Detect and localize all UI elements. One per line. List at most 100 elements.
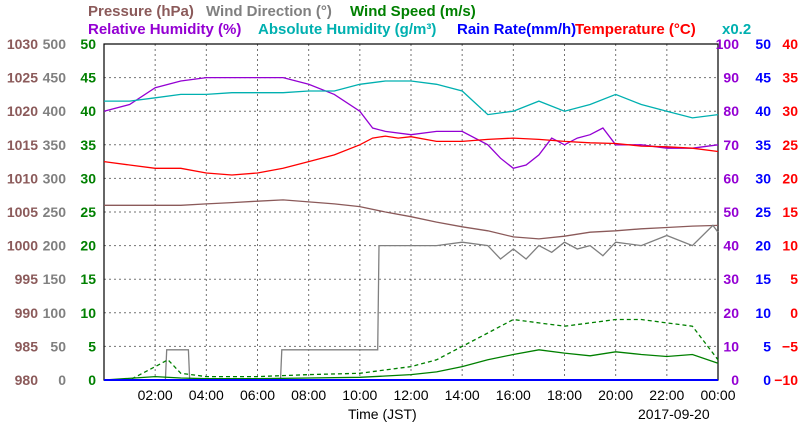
series-absolute-humidity-g-m	[104, 80, 719, 119]
y-tick-label: −5	[782, 338, 798, 354]
y-tick-label: 200	[43, 238, 67, 254]
y-tick-label: 30	[782, 103, 798, 119]
y-tick-label: 50	[80, 36, 96, 52]
series-wind-direction	[104, 224, 719, 381]
y-tick-label: 25	[782, 137, 798, 153]
y-tick-label: 450	[43, 70, 67, 86]
x-tick-label: 00:00	[700, 387, 735, 403]
y-tick-label: 1000	[7, 238, 38, 254]
y-tick-label: 30	[755, 170, 771, 186]
y-tick-label: 985	[15, 338, 39, 354]
y-tick-label: 30	[80, 170, 96, 186]
y-tick-label: 990	[15, 305, 39, 321]
y-tick-label: 100	[716, 36, 740, 52]
series-lines	[103, 76, 719, 381]
x-tick-label: 02:00	[138, 387, 173, 403]
y-tick-label: 10	[80, 305, 96, 321]
y-tick-label: 400	[43, 103, 67, 119]
legend-relative-humidity: Relative Humidity (%)	[88, 21, 241, 38]
y-tick-label: 980	[15, 372, 39, 388]
x-tick-label: 10:00	[342, 387, 377, 403]
y-tick-label: 0	[763, 372, 771, 388]
date-label: 2017-09-20	[638, 406, 710, 422]
y-tick-label: 1005	[7, 204, 38, 220]
legend-wind-direction: Wind Direction (°)	[206, 3, 332, 20]
y-axis-rel_hum: 0 10 20 30 40 50 60 70 80 90 100	[716, 36, 740, 388]
y-tick-label: 35	[755, 137, 771, 153]
y-tick-label: 15	[80, 271, 96, 287]
y-tick-label: 20	[723, 305, 739, 321]
y-axis-wind_dir: 0 50 100 150 200 250 300 350 400 450 500	[43, 36, 67, 388]
x-tick-label: 08:00	[291, 387, 326, 403]
y-tick-label: 15	[782, 204, 798, 220]
y-tick-label: 0	[731, 372, 739, 388]
y-tick-label: 50	[723, 204, 739, 220]
x-tick-label: 12:00	[393, 387, 428, 403]
legend-wind-speed: Wind Speed (m/s)	[350, 3, 476, 20]
y-tick-label: 50	[755, 36, 771, 52]
x-axis-label: Time (JST)	[348, 406, 417, 422]
series-wind-speed-m-s	[103, 349, 719, 381]
x-tick-label: 16:00	[496, 387, 531, 403]
y-tick-label: 1015	[7, 137, 38, 153]
y-tick-label: 20	[755, 238, 771, 254]
y-tick-label: 60	[723, 170, 739, 186]
y-tick-label: 10	[782, 238, 798, 254]
abs-humidity-scale-note: x0.2	[722, 21, 751, 38]
y-tick-label: 350	[43, 137, 67, 153]
y-tick-label: 35	[80, 137, 96, 153]
y-tick-label: 40	[723, 238, 739, 254]
y-axes: 9809859909951000100510101015102010251030…	[7, 36, 798, 388]
y-tick-label: 40	[782, 36, 798, 52]
series-pressure-hpa	[104, 199, 719, 240]
legend-absolute-humidity: Absolute Humidity (g/m³)	[258, 21, 436, 38]
legend-row-2: Relative Humidity (%) Absolute Humidity …	[88, 21, 751, 38]
y-tick-label: 250	[43, 204, 67, 220]
y-tick-label: 20	[782, 170, 798, 186]
y-tick-label: 45	[80, 70, 96, 86]
y-tick-label: 500	[43, 36, 67, 52]
y-tick-label: 1030	[7, 36, 38, 52]
y-tick-label: 0	[58, 372, 66, 388]
y-tick-label: 80	[723, 103, 739, 119]
y-tick-label: 1020	[7, 103, 38, 119]
y-tick-label: 5	[763, 338, 771, 354]
series-wind-gust-m-s	[104, 318, 719, 381]
x-tick-label: 14:00	[445, 387, 480, 403]
y-axis-wind_speed: 0 5 10 15 20 25 30 35 40 45 50	[80, 36, 96, 388]
legend-row-1: Pressure (hPa) Wind Direction (°) Wind S…	[88, 3, 476, 20]
x-tick-label: 22:00	[649, 387, 684, 403]
y-tick-label: 35	[782, 70, 798, 86]
y-tick-label: 10	[723, 338, 739, 354]
y-tick-label: 25	[755, 204, 771, 220]
y-tick-label: 1025	[7, 70, 38, 86]
y-tick-label: 20	[80, 238, 96, 254]
y-tick-label: 5	[790, 271, 798, 287]
y-tick-label: 25	[80, 204, 96, 220]
y-tick-label: 70	[723, 137, 739, 153]
y-tick-label: 15	[755, 271, 771, 287]
y-tick-label: 40	[80, 103, 96, 119]
y-tick-label: 10	[755, 305, 771, 321]
y-tick-label: 995	[15, 271, 39, 287]
x-tick-label: 04:00	[189, 387, 224, 403]
y-tick-label: 1010	[7, 170, 38, 186]
legend-pressure: Pressure (hPa)	[88, 3, 194, 20]
y-tick-label: 40	[755, 103, 771, 119]
y-tick-label: 90	[723, 70, 739, 86]
series-temperature-c	[103, 135, 719, 176]
y-tick-label: 0	[88, 372, 96, 388]
x-tick-label: 06:00	[240, 387, 275, 403]
legend-temperature: Temperature (°C)	[575, 21, 696, 38]
y-tick-label: 50	[50, 338, 66, 354]
x-tick-label: 18:00	[547, 387, 582, 403]
y-axis-rain: 0 5 10 15 20 25 30 35 40 45 50	[755, 36, 771, 388]
y-tick-label: 5	[88, 338, 96, 354]
y-tick-label: −10	[774, 372, 798, 388]
x-tick-label: 20:00	[598, 387, 633, 403]
y-axis-temp: −10 −5 0 5 10 15 20 25 30 35 40	[774, 36, 798, 388]
x-axis-ticks: 02:00 04:00 06:00 08:00 10:00 12:00 14:00 16:00…	[138, 387, 736, 403]
y-axis-pressure: 980 985 990 995 1000 1005 1010 1015 1020 1025 1030	[7, 36, 38, 388]
y-tick-label: 30	[723, 271, 739, 287]
y-tick-label: 45	[755, 70, 771, 86]
